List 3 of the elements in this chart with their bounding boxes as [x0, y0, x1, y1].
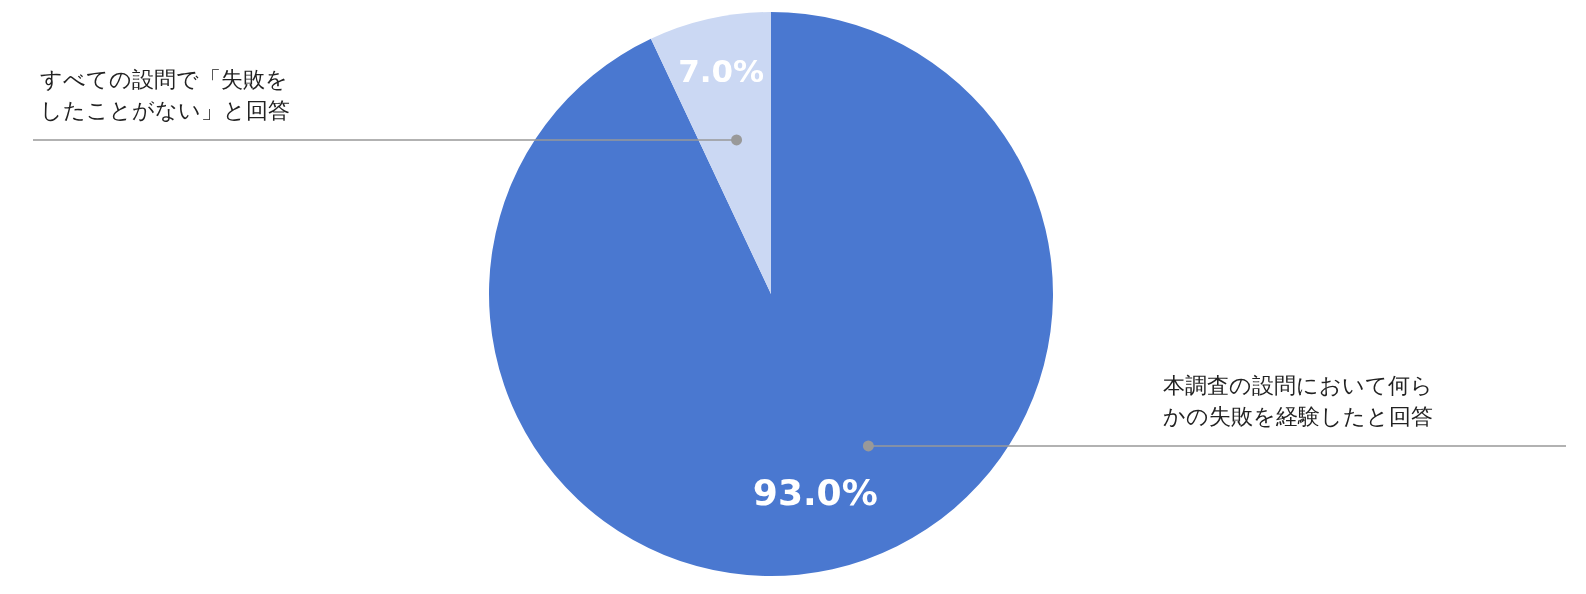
data-label: 93.0% — [752, 471, 878, 513]
slice-label: すべての設問で「失敗をしたことがない」と回答 — [40, 65, 291, 125]
slice-label: 本調査の設問において何らかの失敗を経験したと回答 — [1163, 371, 1434, 431]
